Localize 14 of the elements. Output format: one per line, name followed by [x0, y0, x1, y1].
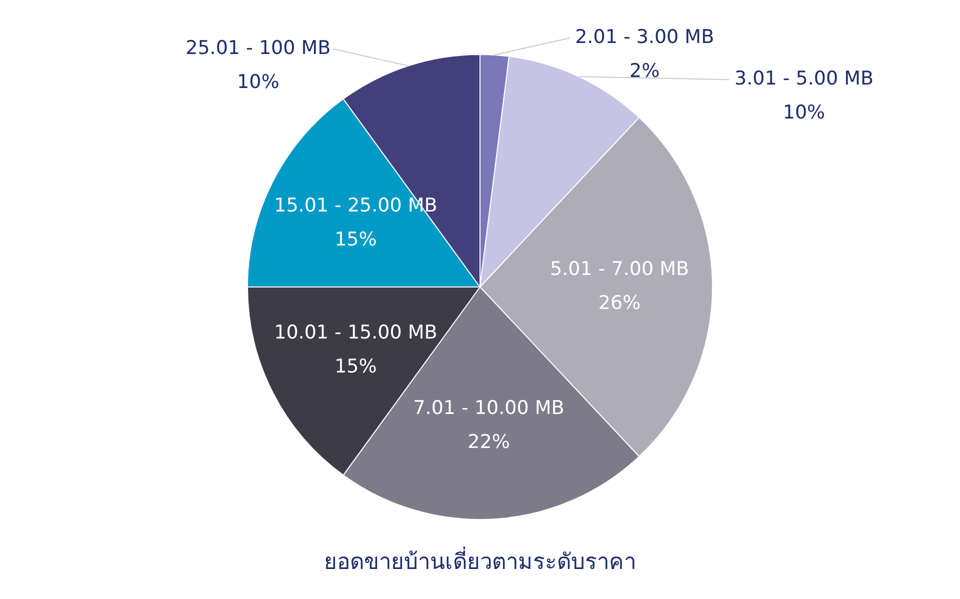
text: ยอดขายบ้านเดี่ยวตามระดับราคา — [323, 546, 637, 577]
slice-label: 5.01 - 7.00 MB — [550, 258, 690, 280]
slice-label: 7.01 - 10.00 MB — [413, 397, 564, 420]
data-label: 10% — [237, 70, 280, 93]
data-label: 15% — [334, 228, 377, 251]
data-label: 26% — [598, 292, 641, 314]
slice-label: 3.01 - 5.00 MB — [734, 68, 874, 90]
data-label: 22% — [468, 431, 510, 454]
data-label: 2% — [630, 60, 660, 82]
slice-label: 2.01 - 3.00 MB — [575, 26, 714, 48]
slice-label: 25.01 - 100 MB — [186, 36, 331, 59]
data-label: 15% — [334, 355, 377, 378]
data-label: 10% — [782, 102, 826, 124]
slice-label: 10.01 - 15.00 MB — [274, 321, 438, 344]
